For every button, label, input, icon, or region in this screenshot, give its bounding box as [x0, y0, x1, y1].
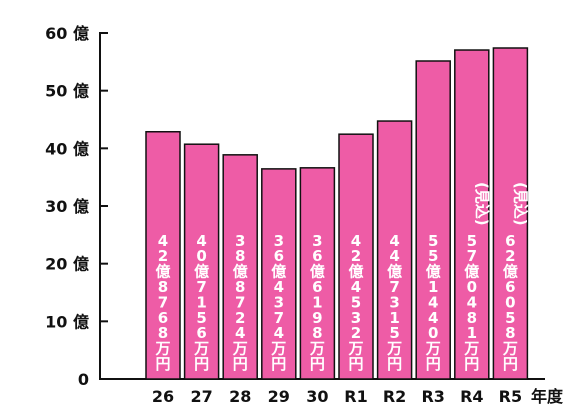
bar-value-label: 4 2 億 4 5 3 2 万円 [347, 232, 363, 373]
x-tick-label: R5 [499, 387, 522, 406]
bar-value-label: 3 8 億 8 7 2 4 万円 [232, 232, 248, 373]
x-tick-label: 29 [268, 387, 290, 406]
x-tick-label: 28 [229, 387, 251, 406]
x-tick-label: 27 [190, 387, 212, 406]
x-tick-label: R4 [460, 387, 483, 406]
bar-value-label: 6 2 億 6 0 5 8 万円 [502, 232, 518, 373]
y-tick-label: 20 億 [45, 255, 89, 274]
bar-value-label: 3 6 億 4 3 7 4 万円 [270, 232, 286, 373]
bar-value-label: 4 2 億 8 7 6 8 万円 [154, 232, 170, 373]
x-tick-label: R3 [421, 387, 444, 406]
x-tick-label: R2 [383, 387, 406, 406]
bar-value-label: 5 7 億 0 4 8 1 万円 [463, 232, 479, 373]
bar [454, 49, 490, 380]
bar-value-label: 4 0 億 7 1 5 6 万円 [193, 232, 209, 373]
bar-value-label: 4 4 億 7 3 1 5 万円 [386, 232, 402, 373]
bar [183, 143, 220, 380]
x-tick-label: R1 [344, 387, 367, 406]
bar [261, 168, 297, 380]
x-axis-title: 年度 [531, 387, 564, 406]
y-tick-label: 0 [78, 370, 89, 389]
bar-value-label: 5 5 億 1 4 4 0 万円 [425, 232, 441, 373]
bar-value-label: 3 6 億 6 1 9 8 万円 [309, 232, 325, 373]
bar [376, 120, 413, 380]
bar [492, 47, 529, 380]
y-tick-label: 40 億 [45, 139, 89, 158]
bar-label-prefix: (見込) [473, 182, 491, 226]
bar [415, 60, 451, 380]
x-tick-label: 30 [306, 387, 328, 406]
bar [338, 133, 374, 380]
bar [145, 130, 181, 380]
y-tick-label: 30 億 [45, 197, 89, 216]
y-tick-label: 60 億 [45, 24, 89, 43]
y-tick-label: 50 億 [45, 82, 89, 101]
bar [222, 154, 258, 380]
bar [299, 167, 336, 380]
bar-label-prefix: (見込) [511, 182, 529, 226]
y-tick-label: 10 億 [45, 312, 89, 331]
x-tick-label: 26 [152, 387, 174, 406]
